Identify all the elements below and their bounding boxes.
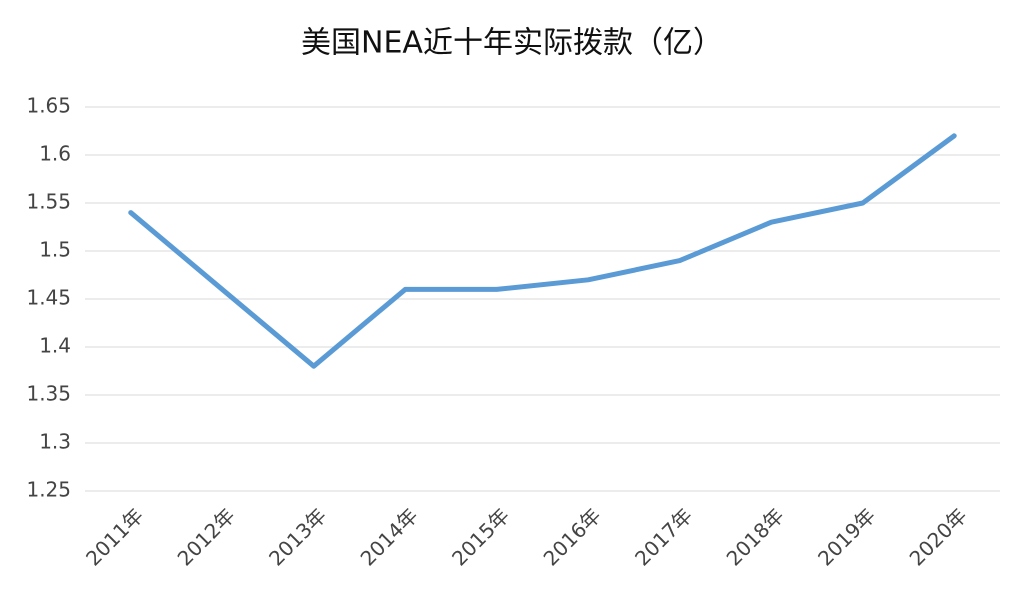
x-tick-label: 2014年 <box>356 503 423 570</box>
x-tick-label: 2020年 <box>905 503 972 570</box>
y-tick-label: 1.4 <box>39 334 71 358</box>
y-tick-label: 1.45 <box>26 286 71 310</box>
y-tick-label: 1.6 <box>39 142 71 166</box>
x-tick-label: 2019年 <box>813 503 880 570</box>
y-tick-label: 1.35 <box>26 382 71 406</box>
y-tick-label: 1.3 <box>39 430 71 454</box>
data-line <box>128 133 957 369</box>
chart-title: 美国NEA近十年实际拨款（亿） <box>301 26 723 61</box>
x-tick-label: 2017年 <box>630 503 697 570</box>
x-tick-label: 2013年 <box>264 503 331 570</box>
x-tick-label: 2016年 <box>539 503 606 570</box>
x-tick-label: 2018年 <box>722 503 789 570</box>
y-tick-label: 1.25 <box>26 478 71 502</box>
x-tick-label: 2012年 <box>173 503 240 570</box>
x-tick-label: 2011年 <box>81 503 148 570</box>
y-tick-label: 1.5 <box>39 238 71 262</box>
x-tick-label: 2015年 <box>447 503 514 570</box>
y-tick-label: 1.55 <box>26 190 71 214</box>
y-tick-label: 1.65 <box>26 94 71 118</box>
